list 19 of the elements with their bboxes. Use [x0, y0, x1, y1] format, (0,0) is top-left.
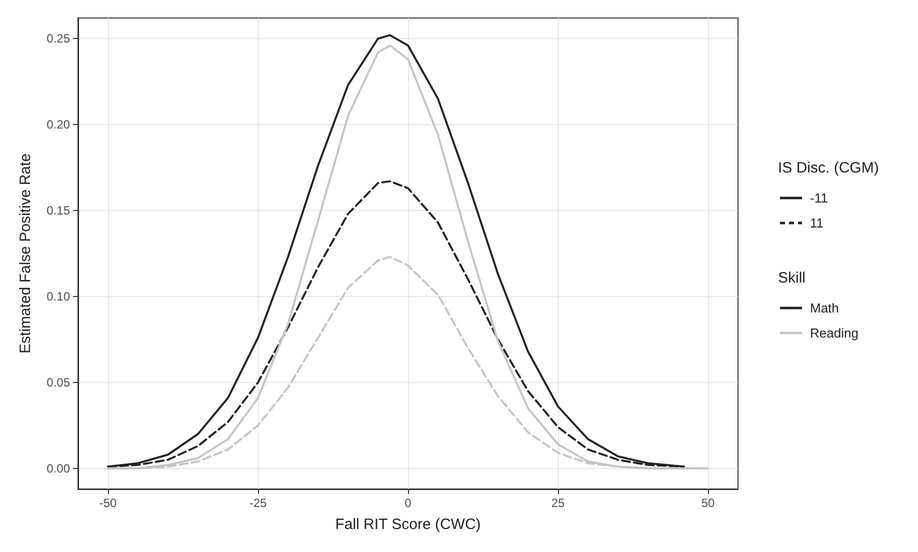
text: Skill: [778, 270, 806, 286]
x-tick-label: -50: [99, 496, 117, 510]
y-tick-label: 0.25: [46, 32, 70, 46]
y-tick-label: 0.00: [46, 461, 70, 476]
legend-label: Reading: [810, 326, 858, 340]
y-tick-label: 0.05: [46, 375, 70, 390]
y-tick-label: 0.15: [46, 204, 70, 218]
y-tick-label: 0.10: [46, 289, 70, 304]
x-tick-label: 0: [404, 496, 412, 510]
y-tick-label: 0.20: [46, 118, 70, 132]
legend-label: -11: [810, 190, 828, 206]
legend-title: IS Disc. (CGM): [778, 160, 879, 176]
y-axis-title: Estimated False Positive Rate: [17, 153, 34, 354]
text: Math: [810, 300, 839, 316]
legend-label: 11: [810, 216, 824, 230]
x-axis-title: Fall RIT Score (CWC): [335, 516, 481, 533]
x-tick-label: -25: [249, 496, 267, 510]
x-tick-label: 50: [701, 496, 715, 510]
x-tick-label: 25: [551, 496, 565, 510]
